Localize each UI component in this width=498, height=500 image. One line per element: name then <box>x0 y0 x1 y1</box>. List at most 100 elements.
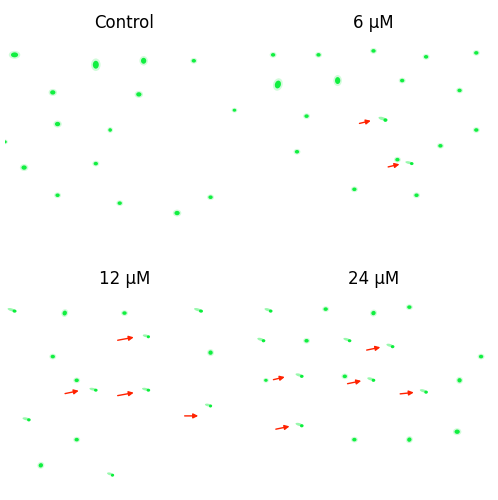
Ellipse shape <box>410 162 413 165</box>
Ellipse shape <box>406 436 413 443</box>
Ellipse shape <box>3 140 7 143</box>
Ellipse shape <box>352 438 357 442</box>
Ellipse shape <box>372 311 375 315</box>
Ellipse shape <box>50 90 55 94</box>
Ellipse shape <box>143 334 149 338</box>
Ellipse shape <box>190 58 197 64</box>
Ellipse shape <box>192 59 196 62</box>
Ellipse shape <box>27 418 31 422</box>
Ellipse shape <box>370 48 377 54</box>
Ellipse shape <box>335 77 340 84</box>
Ellipse shape <box>93 61 99 68</box>
Ellipse shape <box>75 378 79 382</box>
Ellipse shape <box>53 120 62 128</box>
Ellipse shape <box>370 310 377 316</box>
Ellipse shape <box>208 350 213 355</box>
Ellipse shape <box>73 437 80 442</box>
Ellipse shape <box>383 118 387 122</box>
Ellipse shape <box>407 306 411 309</box>
Ellipse shape <box>147 336 150 338</box>
Ellipse shape <box>395 158 399 162</box>
Ellipse shape <box>275 80 281 88</box>
Ellipse shape <box>63 310 67 316</box>
Ellipse shape <box>199 310 203 312</box>
Ellipse shape <box>315 52 322 58</box>
Ellipse shape <box>136 92 141 96</box>
Ellipse shape <box>300 375 304 378</box>
Ellipse shape <box>453 428 461 435</box>
Ellipse shape <box>400 79 404 82</box>
Ellipse shape <box>351 186 358 192</box>
Ellipse shape <box>39 463 43 468</box>
Ellipse shape <box>269 310 272 312</box>
Ellipse shape <box>437 143 444 148</box>
Ellipse shape <box>107 127 113 133</box>
Ellipse shape <box>473 50 480 56</box>
Ellipse shape <box>209 404 212 407</box>
Ellipse shape <box>479 355 483 358</box>
Ellipse shape <box>194 308 202 312</box>
Ellipse shape <box>414 194 419 197</box>
Ellipse shape <box>55 194 60 197</box>
Ellipse shape <box>116 200 123 206</box>
Text: 6 μM: 6 μM <box>353 14 394 32</box>
Ellipse shape <box>303 338 310 344</box>
Ellipse shape <box>473 127 480 133</box>
Ellipse shape <box>262 339 265 342</box>
Ellipse shape <box>49 354 56 360</box>
Ellipse shape <box>322 306 329 312</box>
Ellipse shape <box>11 52 18 58</box>
Ellipse shape <box>141 58 146 64</box>
Ellipse shape <box>94 388 98 392</box>
Ellipse shape <box>351 437 358 442</box>
Ellipse shape <box>394 157 401 162</box>
Ellipse shape <box>21 166 27 170</box>
Ellipse shape <box>352 188 357 191</box>
Ellipse shape <box>295 374 302 376</box>
Ellipse shape <box>121 310 128 316</box>
Ellipse shape <box>20 164 28 171</box>
Ellipse shape <box>109 128 112 132</box>
Ellipse shape <box>341 374 348 379</box>
Ellipse shape <box>344 338 350 341</box>
Ellipse shape <box>474 51 479 54</box>
Ellipse shape <box>51 355 55 358</box>
Ellipse shape <box>264 308 271 312</box>
Ellipse shape <box>343 374 347 378</box>
Ellipse shape <box>207 194 214 200</box>
Ellipse shape <box>257 338 264 341</box>
Ellipse shape <box>94 162 98 166</box>
Ellipse shape <box>456 88 463 94</box>
Ellipse shape <box>2 140 8 144</box>
Ellipse shape <box>457 88 462 92</box>
Ellipse shape <box>142 388 149 390</box>
Ellipse shape <box>111 474 114 476</box>
Ellipse shape <box>22 418 29 420</box>
Ellipse shape <box>399 78 406 84</box>
Ellipse shape <box>55 122 60 126</box>
Text: Control: Control <box>95 14 154 32</box>
Ellipse shape <box>269 52 276 58</box>
Ellipse shape <box>139 56 148 66</box>
Ellipse shape <box>304 114 309 118</box>
Ellipse shape <box>386 344 393 347</box>
Ellipse shape <box>372 378 375 382</box>
Text: 12 μM: 12 μM <box>99 270 150 288</box>
Ellipse shape <box>295 150 299 154</box>
Ellipse shape <box>205 404 211 406</box>
Ellipse shape <box>92 161 99 166</box>
Ellipse shape <box>263 378 269 382</box>
Ellipse shape <box>424 390 428 394</box>
Ellipse shape <box>49 89 57 96</box>
Ellipse shape <box>232 108 238 112</box>
Ellipse shape <box>9 51 20 59</box>
Ellipse shape <box>75 438 79 442</box>
Ellipse shape <box>391 345 394 348</box>
Ellipse shape <box>107 472 113 476</box>
Ellipse shape <box>316 53 321 56</box>
Ellipse shape <box>372 49 375 52</box>
Text: 24 μM: 24 μM <box>348 270 399 288</box>
Ellipse shape <box>54 192 61 198</box>
Ellipse shape <box>271 53 275 56</box>
Ellipse shape <box>12 310 16 312</box>
